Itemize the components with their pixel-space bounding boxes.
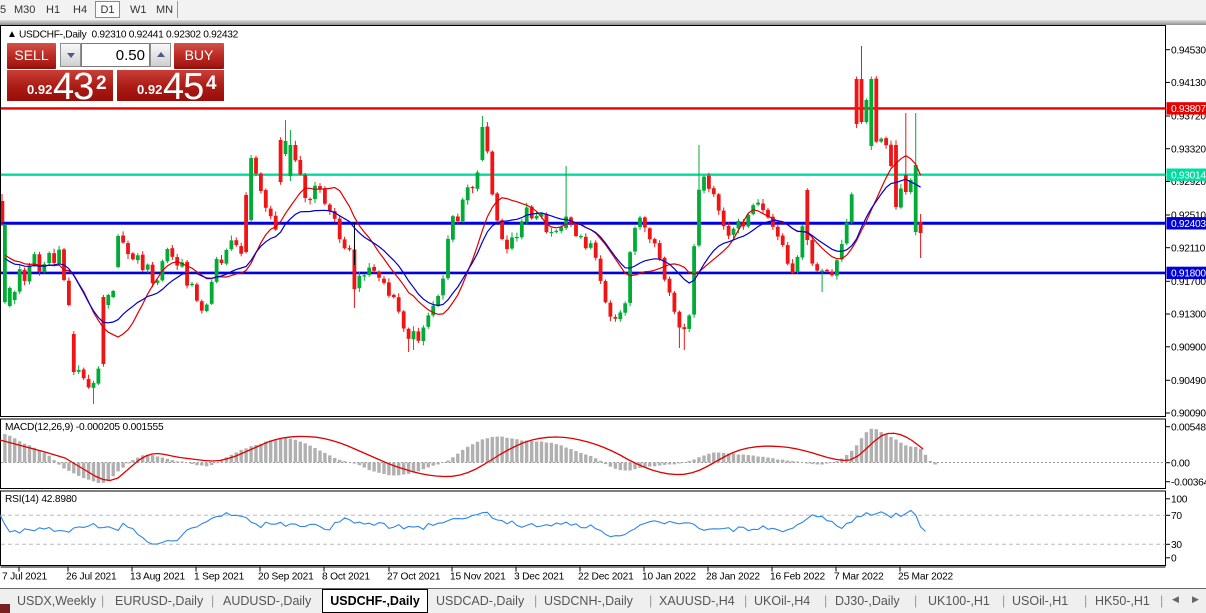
svg-text:0.93720: 0.93720: [1171, 112, 1206, 123]
svg-text:30: 30: [1171, 540, 1182, 551]
svg-text:0.92403: 0.92403: [1171, 219, 1206, 230]
svg-text:8 Oct 2021: 8 Oct 2021: [322, 572, 370, 583]
svg-text:7 Mar 2022: 7 Mar 2022: [834, 572, 884, 583]
svg-text:26 Jul 2021: 26 Jul 2021: [66, 572, 117, 583]
svg-text:0.91700: 0.91700: [1171, 277, 1206, 288]
svg-text:28 Jan 2022: 28 Jan 2022: [706, 572, 760, 583]
svg-text:0.00: 0.00: [1171, 458, 1190, 469]
svg-text:MACD(12,26,9) -0.000205 0.0015: MACD(12,26,9) -0.000205 0.001555: [5, 422, 164, 433]
svg-text:22 Dec 2021: 22 Dec 2021: [578, 572, 634, 583]
svg-text:1 Sep 2021: 1 Sep 2021: [194, 572, 245, 583]
svg-text:0.005489: 0.005489: [1171, 422, 1206, 433]
svg-text:100: 100: [1171, 494, 1188, 505]
svg-text:USDCHF-,Daily 0.92310 0.92441: USDCHF-,Daily 0.92310 0.92441 0.92302 0.…: [19, 30, 239, 41]
svg-text:-0.00364: -0.00364: [1171, 477, 1206, 488]
svg-text:0.91300: 0.91300: [1171, 310, 1206, 321]
svg-text:0.91800: 0.91800: [1171, 269, 1206, 280]
svg-text:0.93320: 0.93320: [1171, 144, 1206, 155]
svg-text:0.92920: 0.92920: [1171, 177, 1206, 188]
svg-text:16 Feb 2022: 16 Feb 2022: [770, 572, 826, 583]
svg-text:0.94130: 0.94130: [1171, 78, 1206, 89]
svg-text:0.92110: 0.92110: [1171, 243, 1206, 254]
svg-text:0.94530: 0.94530: [1171, 45, 1206, 56]
svg-text:▲: ▲: [7, 29, 17, 40]
svg-text:3 Dec 2021: 3 Dec 2021: [514, 572, 565, 583]
svg-text:0.90490: 0.90490: [1171, 376, 1206, 387]
svg-text:RSI(14) 42.8980: RSI(14) 42.8980: [5, 494, 77, 505]
svg-text:70: 70: [1171, 511, 1182, 522]
svg-text:20 Sep 2021: 20 Sep 2021: [258, 572, 314, 583]
svg-text:0: 0: [1171, 553, 1177, 564]
svg-text:0.93014: 0.93014: [1171, 171, 1206, 182]
svg-text:15 Nov 2021: 15 Nov 2021: [450, 572, 506, 583]
svg-text:13 Aug 2021: 13 Aug 2021: [130, 572, 186, 583]
svg-text:0.92510: 0.92510: [1171, 211, 1206, 222]
svg-text:10 Jan 2022: 10 Jan 2022: [642, 572, 696, 583]
svg-text:0.90900: 0.90900: [1171, 342, 1206, 353]
svg-text:27 Oct 2021: 27 Oct 2021: [387, 572, 441, 583]
svg-text:7 Jul 2021: 7 Jul 2021: [2, 572, 48, 583]
svg-text:0.93807: 0.93807: [1171, 104, 1206, 115]
svg-text:25 Mar 2022: 25 Mar 2022: [898, 572, 954, 583]
svg-text:0.90090: 0.90090: [1171, 409, 1206, 420]
